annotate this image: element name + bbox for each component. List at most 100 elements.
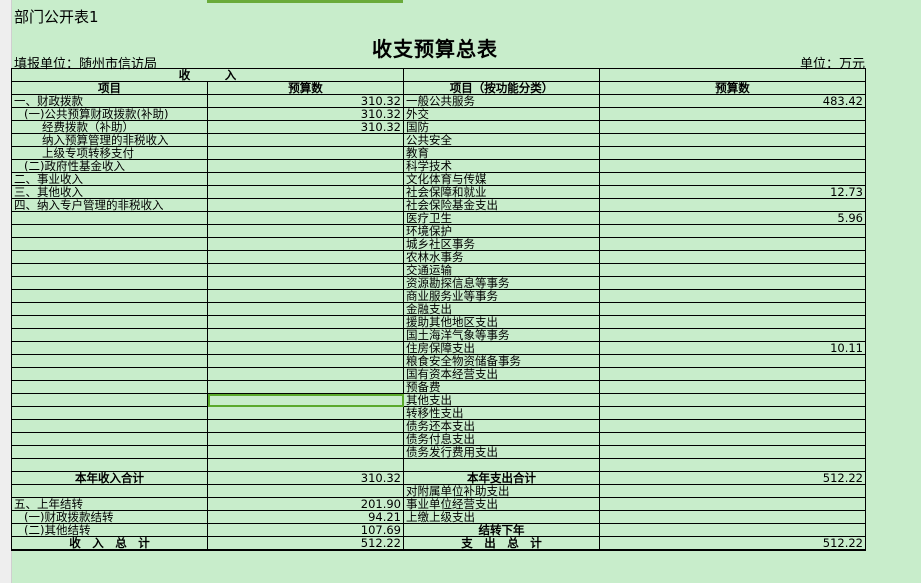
expense-item-cell[interactable]: 医疗卫生 xyxy=(403,211,600,225)
expense-item-cell[interactable]: 商业服务业等事务 xyxy=(403,289,600,303)
expense-item-cell[interactable]: 社会保险基金支出 xyxy=(403,198,600,212)
expense-item-cell[interactable]: 国防 xyxy=(403,120,600,134)
income-amount-cell[interactable] xyxy=(207,354,404,368)
income-amount-cell[interactable] xyxy=(207,367,404,381)
expense-amount-cell[interactable] xyxy=(599,120,866,134)
income-item-cell[interactable] xyxy=(11,393,208,407)
expense-item-cell[interactable]: 城乡社区事务 xyxy=(403,237,600,251)
income-amount-cell[interactable] xyxy=(207,185,404,199)
expense-item-cell[interactable]: 粮食安全物资储备事务 xyxy=(403,354,600,368)
income-amount-cell[interactable] xyxy=(207,263,404,277)
expense-item-cell[interactable]: 社会保障和就业 xyxy=(403,185,600,199)
income-item-cell[interactable]: (二)其他结转 xyxy=(11,523,208,537)
income-item-cell[interactable]: 纳入预算管理的非税收入 xyxy=(11,133,208,147)
income-amount-cell[interactable] xyxy=(207,198,404,212)
income-item-cell[interactable]: (二)政府性基金收入 xyxy=(11,159,208,173)
cell[interactable] xyxy=(599,68,866,82)
income-item-cell[interactable]: 二、事业收入 xyxy=(11,172,208,186)
expense-item-cell[interactable]: 一般公共服务 xyxy=(403,94,600,108)
expense-amount-cell[interactable] xyxy=(599,263,866,277)
income-amount-cell[interactable] xyxy=(207,224,404,238)
expense-item-cell[interactable]: 资源勘探信息等事务 xyxy=(403,276,600,290)
expense-amount-cell[interactable] xyxy=(599,458,866,472)
expense-amount-cell[interactable] xyxy=(599,419,866,433)
expense-amount-cell[interactable]: 483.42 xyxy=(599,94,866,108)
expense-item-cell[interactable]: 支 出 总 计 xyxy=(403,536,600,551)
income-amount-cell[interactable]: 107.69 xyxy=(207,523,404,537)
expense-amount-cell[interactable] xyxy=(599,133,866,147)
income-amount-cell[interactable] xyxy=(207,237,404,251)
expense-amount-cell[interactable] xyxy=(599,107,866,121)
expense-item-cell[interactable]: 公共安全 xyxy=(403,133,600,147)
expense-amount-cell[interactable] xyxy=(599,484,866,498)
expense-item-cell[interactable] xyxy=(403,458,600,472)
expense-amount-cell[interactable]: 512.22 xyxy=(599,536,866,551)
expense-amount-cell[interactable]: 10.11 xyxy=(599,341,866,355)
income-item-cell[interactable] xyxy=(11,276,208,290)
expense-amount-cell[interactable] xyxy=(599,276,866,290)
income-amount-cell[interactable] xyxy=(207,432,404,446)
expense-amount-cell[interactable] xyxy=(599,354,866,368)
expense-item-cell[interactable]: 农林水事务 xyxy=(403,250,600,264)
income-item-cell[interactable]: 一、财政拨款 xyxy=(11,94,208,108)
income-item-cell[interactable] xyxy=(11,315,208,329)
income-item-cell[interactable]: 四、纳入专户管理的非税收入 xyxy=(11,198,208,212)
income-item-cell[interactable] xyxy=(11,302,208,316)
expense-amount-header[interactable]: 预算数 xyxy=(599,81,866,95)
expense-amount-cell[interactable]: 12.73 xyxy=(599,185,866,199)
income-amount-cell[interactable] xyxy=(207,458,404,472)
expense-item-cell[interactable]: 国土海洋气象等事务 xyxy=(403,328,600,342)
expense-amount-cell[interactable]: 512.22 xyxy=(599,471,866,485)
income-amount-cell[interactable]: 94.21 xyxy=(207,510,404,524)
income-item-cell[interactable] xyxy=(11,458,208,472)
expense-amount-cell[interactable]: 5.96 xyxy=(599,211,866,225)
expense-amount-cell[interactable] xyxy=(599,289,866,303)
income-item-cell[interactable] xyxy=(11,380,208,394)
expense-amount-cell[interactable] xyxy=(599,367,866,381)
expense-item-cell[interactable]: 其他支出 xyxy=(403,393,600,407)
income-amount-cell[interactable] xyxy=(207,289,404,303)
expense-amount-cell[interactable] xyxy=(599,315,866,329)
income-item-cell[interactable]: 五、上年结转 xyxy=(11,497,208,511)
expense-amount-cell[interactable] xyxy=(599,237,866,251)
income-amount-cell[interactable] xyxy=(207,315,404,329)
expense-item-cell[interactable]: 金融支出 xyxy=(403,302,600,316)
income-item-cell[interactable] xyxy=(11,263,208,277)
expense-item-cell[interactable]: 债务付息支出 xyxy=(403,432,600,446)
expense-amount-cell[interactable] xyxy=(599,432,866,446)
income-item-cell[interactable] xyxy=(11,367,208,381)
income-amount-cell[interactable] xyxy=(207,172,404,186)
income-amount-cell[interactable]: 310.32 xyxy=(207,120,404,134)
cell[interactable] xyxy=(403,68,600,82)
income-amount-cell[interactable] xyxy=(207,341,404,355)
expense-item-cell[interactable]: 对附属单位补助支出 xyxy=(403,484,600,498)
income-item-cell[interactable] xyxy=(11,406,208,420)
expense-amount-cell[interactable] xyxy=(599,523,866,537)
income-amount-cell[interactable] xyxy=(207,484,404,498)
income-item-cell[interactable] xyxy=(11,224,208,238)
income-amount-cell[interactable] xyxy=(207,276,404,290)
income-item-cell[interactable] xyxy=(11,354,208,368)
expense-amount-cell[interactable] xyxy=(599,146,866,160)
income-item-cell[interactable] xyxy=(11,484,208,498)
income-item-cell[interactable] xyxy=(11,211,208,225)
income-amount-cell[interactable] xyxy=(207,328,404,342)
income-item-cell[interactable]: 收 入 总 计 xyxy=(11,536,208,551)
expense-item-cell[interactable]: 文化体育与传媒 xyxy=(403,172,600,186)
income-amount-cell[interactable]: 310.32 xyxy=(207,94,404,108)
expense-item-header[interactable]: 项目（按功能分类） xyxy=(403,81,600,95)
expense-item-cell[interactable]: 外交 xyxy=(403,107,600,121)
income-amount-cell[interactable] xyxy=(207,393,404,407)
expense-item-cell[interactable]: 结转下年 xyxy=(403,523,600,537)
income-item-cell[interactable] xyxy=(11,341,208,355)
expense-item-cell[interactable]: 事业单位经营支出 xyxy=(403,497,600,511)
income-amount-cell[interactable] xyxy=(207,146,404,160)
income-item-cell[interactable]: 上级专项转移支付 xyxy=(11,146,208,160)
expense-item-cell[interactable]: 国有资本经营支出 xyxy=(403,367,600,381)
expense-item-cell[interactable]: 教育 xyxy=(403,146,600,160)
expense-amount-cell[interactable] xyxy=(599,198,866,212)
expense-amount-cell[interactable] xyxy=(599,224,866,238)
income-item-cell[interactable] xyxy=(11,419,208,433)
income-item-cell[interactable]: 三、其他收入 xyxy=(11,185,208,199)
expense-amount-cell[interactable] xyxy=(599,393,866,407)
